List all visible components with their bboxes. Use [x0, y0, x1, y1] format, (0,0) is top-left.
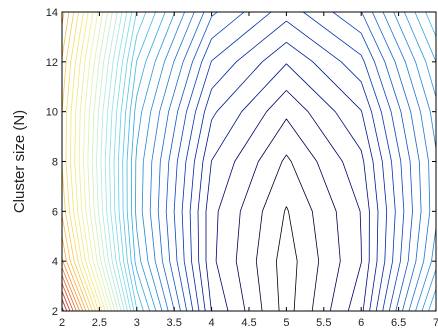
- contour-line: [197, 41, 379, 311]
- contour-line: [173, 12, 405, 311]
- contour-line: [70, 12, 100, 311]
- y-axis-label: Cluster size (N): [11, 110, 28, 213]
- contour-line: [78, 12, 106, 311]
- y-tick-label: 4: [52, 256, 58, 268]
- contour-line: [189, 20, 388, 311]
- contour-line: [74, 12, 103, 311]
- contour-line: [100, 12, 122, 311]
- contour-line: [62, 283, 74, 311]
- contour-line: [149, 12, 431, 311]
- x-tick-label: 5: [283, 317, 289, 329]
- x-axis: 2 2.5 3 3.5 4 4.5 5 5.5 6 6.5 7: [59, 12, 438, 329]
- contour-line: [62, 299, 68, 311]
- contour-line: [109, 12, 128, 311]
- x-tick-label: 3.5: [167, 317, 182, 329]
- contour-line: [255, 154, 320, 311]
- y-tick-label: 12: [46, 57, 58, 69]
- contour-line: [205, 63, 370, 311]
- contour-line: [135, 12, 436, 311]
- x-tick-label: 6: [358, 317, 364, 329]
- x-tick-label: 6.5: [391, 317, 406, 329]
- contour-line: [276, 206, 298, 311]
- x-tick-label: 4.5: [241, 317, 256, 329]
- x-tick-label: 4: [209, 317, 215, 329]
- contour-lines: [62, 12, 436, 311]
- contour-line: [62, 267, 80, 311]
- contour-line: [62, 291, 71, 311]
- x-tick-label: 2.5: [92, 317, 107, 329]
- contour-line: [62, 12, 90, 311]
- contour-line: [215, 90, 362, 311]
- contour-line: [165, 12, 413, 311]
- contour-line: [117, 12, 137, 311]
- y-tick-label: 6: [52, 206, 58, 218]
- y-tick-label: 14: [46, 7, 58, 19]
- y-tick-label: 2: [52, 306, 58, 318]
- contour-line: [104, 12, 125, 311]
- contour-line: [83, 12, 109, 311]
- contour-line: [91, 12, 116, 311]
- y-tick-label: 8: [52, 157, 58, 169]
- contour-line: [181, 12, 396, 311]
- plot-background: [62, 12, 436, 311]
- x-tick-label: 7: [433, 317, 438, 329]
- contour-line: [87, 12, 112, 311]
- contour-line: [131, 12, 436, 311]
- contour-line: [157, 12, 422, 311]
- contour-line: [113, 12, 133, 311]
- y-axis: 2 4 6 8 10 12 14: [46, 7, 436, 318]
- contour-line: [65, 12, 96, 311]
- contour-line: [235, 118, 341, 311]
- contour-line: [141, 12, 436, 311]
- contour-line: [96, 12, 119, 311]
- x-tick-label: 3: [134, 317, 140, 329]
- x-tick-label: 5.5: [316, 317, 331, 329]
- contour-line: [62, 275, 77, 311]
- y-tick-label: 10: [46, 107, 58, 119]
- x-tick-label: 2: [59, 317, 65, 329]
